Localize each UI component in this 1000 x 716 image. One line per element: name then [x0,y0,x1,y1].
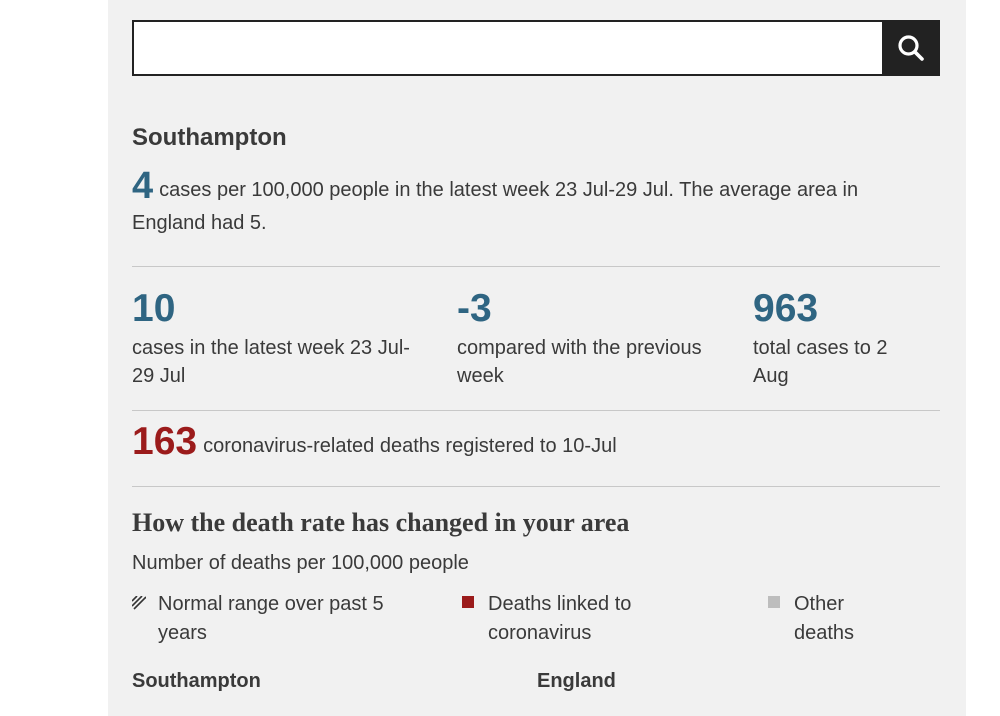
chart-column-southampton: Southampton [132,670,261,692]
case-rate-text: cases per 100,000 people in the latest w… [132,179,859,234]
chart-column-england: England [537,670,616,692]
grey-square-icon [768,596,780,608]
chart-subtitle: Number of deaths per 100,000 people [132,552,469,574]
legend-label: Other deaths [794,593,855,644]
red-square-icon [462,596,474,608]
deaths-value: 163 [132,420,198,463]
search-icon [898,35,924,61]
divider [132,410,940,411]
divider [132,486,940,487]
total-cases-value: 963 [753,287,819,330]
weekly-change-stat: -3 compared with the previous week [457,286,737,390]
postcode-search [132,20,940,76]
divider [132,266,940,267]
hatch-swatch-icon [132,596,146,610]
legend-normal-range: Normal range over past 5 years [132,590,432,648]
case-rate-summary: 4 cases per 100,000 people in the latest … [132,167,932,240]
search-input[interactable] [132,20,882,76]
area-title: Southampton [132,124,287,151]
legend-other-deaths: Other deaths [768,590,888,648]
deaths-text: coronavirus-related deaths registered to… [203,435,617,457]
legend-label: Normal range over past 5 years [158,593,384,644]
chart-title: How the death rate has changed in your a… [132,508,630,537]
legend-covid-deaths: Deaths linked to coronavirus [462,590,682,648]
deaths-summary: 163 coronavirus-related deaths registered… [132,420,617,464]
weekly-change-value: -3 [457,287,492,330]
legend-label: Deaths linked to coronavirus [488,593,632,644]
weekly-cases-label: cases in the latest week 23 Jul-29 Jul [132,337,410,387]
total-cases-label: total cases to 2 Aug [753,337,888,387]
weekly-change-label: compared with the previous week [457,337,702,387]
case-rate-value: 4 [132,165,154,207]
coronavirus-area-panel: Southampton 4 cases per 100,000 people in… [108,0,966,716]
search-button[interactable] [882,20,940,76]
weekly-cases-value: 10 [132,287,176,330]
weekly-cases-stat: 10 cases in the latest week 23 Jul-29 Ju… [132,286,412,390]
total-cases-stat: 963 total cases to 2 Aug [753,286,923,390]
